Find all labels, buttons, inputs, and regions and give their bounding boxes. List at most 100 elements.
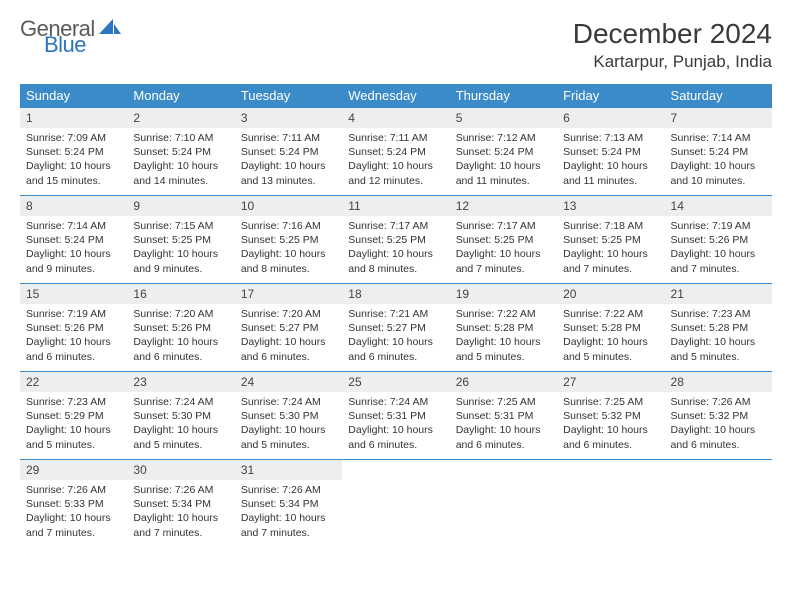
day-number: 2 (127, 108, 234, 128)
day-number: 3 (235, 108, 342, 128)
day-details: Sunrise: 7:23 AMSunset: 5:29 PMDaylight:… (20, 392, 127, 456)
calendar-day-cell: 20Sunrise: 7:22 AMSunset: 5:28 PMDayligh… (557, 284, 664, 372)
calendar-day-cell: 14Sunrise: 7:19 AMSunset: 5:26 PMDayligh… (665, 196, 772, 284)
day-number: 26 (450, 372, 557, 392)
day-number: 20 (557, 284, 664, 304)
day-number: 7 (665, 108, 772, 128)
calendar-day-cell: 25Sunrise: 7:24 AMSunset: 5:31 PMDayligh… (342, 372, 449, 460)
day-number: 15 (20, 284, 127, 304)
day-details: Sunrise: 7:19 AMSunset: 5:26 PMDaylight:… (665, 216, 772, 280)
calendar-day-cell: 28Sunrise: 7:26 AMSunset: 5:32 PMDayligh… (665, 372, 772, 460)
day-number: 1 (20, 108, 127, 128)
page-header: General Blue December 2024 Kartarpur, Pu… (20, 18, 772, 72)
calendar-day-cell: 19Sunrise: 7:22 AMSunset: 5:28 PMDayligh… (450, 284, 557, 372)
day-of-week-row: SundayMondayTuesdayWednesdayThursdayFrid… (20, 84, 772, 108)
day-number: 9 (127, 196, 234, 216)
day-details: Sunrise: 7:19 AMSunset: 5:26 PMDaylight:… (20, 304, 127, 368)
day-details: Sunrise: 7:11 AMSunset: 5:24 PMDaylight:… (235, 128, 342, 192)
calendar-day-cell: 7Sunrise: 7:14 AMSunset: 5:24 PMDaylight… (665, 108, 772, 196)
day-number: 11 (342, 196, 449, 216)
day-details: Sunrise: 7:17 AMSunset: 5:25 PMDaylight:… (342, 216, 449, 280)
day-details: Sunrise: 7:24 AMSunset: 5:31 PMDaylight:… (342, 392, 449, 456)
day-details: Sunrise: 7:21 AMSunset: 5:27 PMDaylight:… (342, 304, 449, 368)
day-number: 8 (20, 196, 127, 216)
logo-text-blue: Blue (44, 34, 121, 56)
calendar-day-cell: 11Sunrise: 7:17 AMSunset: 5:25 PMDayligh… (342, 196, 449, 284)
day-details: Sunrise: 7:26 AMSunset: 5:34 PMDaylight:… (127, 480, 234, 544)
calendar-body: 1Sunrise: 7:09 AMSunset: 5:24 PMDaylight… (20, 108, 772, 548)
calendar-day-cell: 16Sunrise: 7:20 AMSunset: 5:26 PMDayligh… (127, 284, 234, 372)
day-details: Sunrise: 7:12 AMSunset: 5:24 PMDaylight:… (450, 128, 557, 192)
day-number: 16 (127, 284, 234, 304)
day-of-week-header: Sunday (20, 84, 127, 108)
day-number: 28 (665, 372, 772, 392)
calendar-day-cell: 2Sunrise: 7:10 AMSunset: 5:24 PMDaylight… (127, 108, 234, 196)
day-details: Sunrise: 7:16 AMSunset: 5:25 PMDaylight:… (235, 216, 342, 280)
calendar-day-cell: 1Sunrise: 7:09 AMSunset: 5:24 PMDaylight… (20, 108, 127, 196)
calendar-day-cell: .. (557, 460, 664, 548)
calendar-day-cell: .. (450, 460, 557, 548)
day-number: 17 (235, 284, 342, 304)
day-details: Sunrise: 7:10 AMSunset: 5:24 PMDaylight:… (127, 128, 234, 192)
day-details: Sunrise: 7:22 AMSunset: 5:28 PMDaylight:… (450, 304, 557, 368)
calendar-day-cell: 4Sunrise: 7:11 AMSunset: 5:24 PMDaylight… (342, 108, 449, 196)
day-details: Sunrise: 7:26 AMSunset: 5:34 PMDaylight:… (235, 480, 342, 544)
day-details: Sunrise: 7:25 AMSunset: 5:31 PMDaylight:… (450, 392, 557, 456)
calendar-day-cell: .. (342, 460, 449, 548)
day-number: 19 (450, 284, 557, 304)
calendar-day-cell: 6Sunrise: 7:13 AMSunset: 5:24 PMDaylight… (557, 108, 664, 196)
day-details: Sunrise: 7:18 AMSunset: 5:25 PMDaylight:… (557, 216, 664, 280)
day-number: 31 (235, 460, 342, 480)
calendar-day-cell: 9Sunrise: 7:15 AMSunset: 5:25 PMDaylight… (127, 196, 234, 284)
day-details: Sunrise: 7:11 AMSunset: 5:24 PMDaylight:… (342, 128, 449, 192)
day-details: Sunrise: 7:24 AMSunset: 5:30 PMDaylight:… (235, 392, 342, 456)
calendar-day-cell: 22Sunrise: 7:23 AMSunset: 5:29 PMDayligh… (20, 372, 127, 460)
day-number: 14 (665, 196, 772, 216)
calendar-day-cell: 26Sunrise: 7:25 AMSunset: 5:31 PMDayligh… (450, 372, 557, 460)
calendar-table: SundayMondayTuesdayWednesdayThursdayFrid… (20, 84, 772, 548)
page-title: December 2024 (573, 18, 772, 50)
calendar-day-cell: 3Sunrise: 7:11 AMSunset: 5:24 PMDaylight… (235, 108, 342, 196)
calendar-head: SundayMondayTuesdayWednesdayThursdayFrid… (20, 84, 772, 108)
day-number: 29 (20, 460, 127, 480)
day-number: 22 (20, 372, 127, 392)
day-number: 24 (235, 372, 342, 392)
calendar-week-row: 15Sunrise: 7:19 AMSunset: 5:26 PMDayligh… (20, 284, 772, 372)
calendar-day-cell: 31Sunrise: 7:26 AMSunset: 5:34 PMDayligh… (235, 460, 342, 548)
day-details: Sunrise: 7:23 AMSunset: 5:28 PMDaylight:… (665, 304, 772, 368)
day-number: 10 (235, 196, 342, 216)
day-details: Sunrise: 7:09 AMSunset: 5:24 PMDaylight:… (20, 128, 127, 192)
day-number: 25 (342, 372, 449, 392)
calendar-week-row: 1Sunrise: 7:09 AMSunset: 5:24 PMDaylight… (20, 108, 772, 196)
day-details: Sunrise: 7:26 AMSunset: 5:32 PMDaylight:… (665, 392, 772, 456)
day-number: 21 (665, 284, 772, 304)
calendar-day-cell: 21Sunrise: 7:23 AMSunset: 5:28 PMDayligh… (665, 284, 772, 372)
day-number: 5 (450, 108, 557, 128)
day-details: Sunrise: 7:25 AMSunset: 5:32 PMDaylight:… (557, 392, 664, 456)
day-number: 23 (127, 372, 234, 392)
calendar-day-cell: 15Sunrise: 7:19 AMSunset: 5:26 PMDayligh… (20, 284, 127, 372)
logo: General Blue (20, 18, 121, 56)
day-details: Sunrise: 7:13 AMSunset: 5:24 PMDaylight:… (557, 128, 664, 192)
day-number: 4 (342, 108, 449, 128)
title-block: December 2024 Kartarpur, Punjab, India (573, 18, 772, 72)
day-number: 18 (342, 284, 449, 304)
day-details: Sunrise: 7:14 AMSunset: 5:24 PMDaylight:… (20, 216, 127, 280)
day-of-week-header: Tuesday (235, 84, 342, 108)
calendar-week-row: 22Sunrise: 7:23 AMSunset: 5:29 PMDayligh… (20, 372, 772, 460)
calendar-day-cell: 5Sunrise: 7:12 AMSunset: 5:24 PMDaylight… (450, 108, 557, 196)
day-number: 12 (450, 196, 557, 216)
day-of-week-header: Friday (557, 84, 664, 108)
day-details: Sunrise: 7:17 AMSunset: 5:25 PMDaylight:… (450, 216, 557, 280)
day-details: Sunrise: 7:14 AMSunset: 5:24 PMDaylight:… (665, 128, 772, 192)
day-details: Sunrise: 7:22 AMSunset: 5:28 PMDaylight:… (557, 304, 664, 368)
calendar-day-cell: 18Sunrise: 7:21 AMSunset: 5:27 PMDayligh… (342, 284, 449, 372)
day-number: 6 (557, 108, 664, 128)
day-number: 27 (557, 372, 664, 392)
day-of-week-header: Monday (127, 84, 234, 108)
day-number: 13 (557, 196, 664, 216)
calendar-day-cell: 10Sunrise: 7:16 AMSunset: 5:25 PMDayligh… (235, 196, 342, 284)
day-of-week-header: Thursday (450, 84, 557, 108)
calendar-day-cell: 24Sunrise: 7:24 AMSunset: 5:30 PMDayligh… (235, 372, 342, 460)
day-details: Sunrise: 7:15 AMSunset: 5:25 PMDaylight:… (127, 216, 234, 280)
